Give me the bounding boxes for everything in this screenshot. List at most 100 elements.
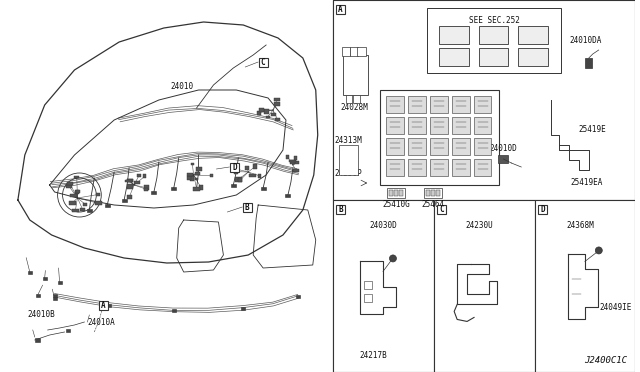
Bar xyxy=(585,58,592,68)
Bar xyxy=(430,96,448,113)
Bar xyxy=(294,161,300,164)
Bar xyxy=(289,160,296,163)
Bar xyxy=(430,159,448,176)
Bar xyxy=(387,117,404,134)
Bar xyxy=(430,138,448,155)
Bar xyxy=(437,205,446,214)
Bar xyxy=(196,167,202,171)
Bar xyxy=(66,185,72,187)
Bar xyxy=(172,308,176,311)
Text: D: D xyxy=(540,205,545,214)
Bar xyxy=(194,186,199,189)
Bar xyxy=(87,208,92,212)
Bar xyxy=(286,155,289,159)
Bar xyxy=(187,176,191,180)
Bar xyxy=(387,159,404,176)
Text: 25419E: 25419E xyxy=(579,125,607,134)
Bar xyxy=(424,188,442,198)
Text: 25419EA: 25419EA xyxy=(571,178,604,187)
Text: 25464: 25464 xyxy=(421,200,444,209)
Bar xyxy=(67,182,72,185)
Bar xyxy=(389,190,393,196)
Text: A: A xyxy=(339,4,343,13)
Bar xyxy=(342,47,351,56)
Bar xyxy=(69,201,76,205)
Bar xyxy=(259,108,264,112)
Bar xyxy=(349,47,358,56)
Bar xyxy=(342,55,369,95)
Bar xyxy=(74,176,79,179)
Bar xyxy=(257,110,261,115)
Bar xyxy=(233,167,239,171)
Bar xyxy=(43,276,47,279)
Bar xyxy=(127,195,132,199)
Bar xyxy=(28,270,32,273)
Bar xyxy=(245,166,250,170)
Bar xyxy=(436,190,440,196)
Text: SEE SEC.252: SEE SEC.252 xyxy=(468,16,520,25)
Bar xyxy=(258,174,261,178)
Bar xyxy=(333,0,636,200)
Bar xyxy=(474,159,492,176)
Text: 24010B: 24010B xyxy=(28,310,56,319)
Text: 24313M: 24313M xyxy=(335,136,362,145)
Bar xyxy=(234,170,238,174)
Bar xyxy=(75,190,79,193)
Bar xyxy=(241,307,245,310)
Bar xyxy=(96,193,100,196)
Bar xyxy=(433,200,534,372)
Bar xyxy=(358,47,366,56)
Bar xyxy=(364,295,372,302)
Bar xyxy=(333,0,636,372)
Bar xyxy=(35,338,40,342)
Bar xyxy=(290,160,295,164)
Bar xyxy=(99,301,108,310)
Bar xyxy=(143,187,148,190)
Bar xyxy=(72,209,79,212)
Bar xyxy=(253,164,257,169)
Bar xyxy=(249,174,256,177)
Bar xyxy=(364,282,372,289)
Bar xyxy=(52,296,56,299)
Bar xyxy=(210,174,213,177)
Bar xyxy=(172,186,176,189)
Bar xyxy=(387,188,405,198)
Bar xyxy=(296,295,300,298)
Bar xyxy=(144,186,149,190)
Bar xyxy=(80,208,85,211)
Bar xyxy=(260,186,266,189)
Bar xyxy=(499,155,508,163)
Bar xyxy=(285,193,291,196)
Text: B: B xyxy=(339,205,343,214)
Bar xyxy=(534,200,636,372)
Bar xyxy=(353,95,360,103)
Bar xyxy=(380,90,499,185)
Bar xyxy=(266,116,270,118)
Bar xyxy=(187,173,193,176)
Bar xyxy=(199,185,203,190)
Text: 24010A: 24010A xyxy=(88,318,115,327)
Bar xyxy=(292,169,300,172)
Bar xyxy=(191,163,194,166)
Bar xyxy=(271,113,276,116)
Bar xyxy=(230,163,239,171)
Bar xyxy=(127,184,133,189)
Bar xyxy=(108,304,111,307)
Bar xyxy=(387,96,404,113)
Bar xyxy=(479,26,508,44)
Bar xyxy=(474,117,492,134)
Bar xyxy=(474,96,492,113)
Bar xyxy=(105,203,109,206)
Bar xyxy=(195,173,200,175)
Bar xyxy=(346,95,353,103)
Bar xyxy=(294,156,298,160)
Bar xyxy=(264,109,269,113)
Bar xyxy=(273,102,280,106)
Bar xyxy=(58,280,61,283)
Text: 24350P: 24350P xyxy=(335,169,362,178)
Bar xyxy=(538,205,547,214)
Bar xyxy=(95,201,102,205)
Text: B: B xyxy=(245,202,250,212)
Bar xyxy=(439,26,468,44)
Bar xyxy=(394,190,398,196)
